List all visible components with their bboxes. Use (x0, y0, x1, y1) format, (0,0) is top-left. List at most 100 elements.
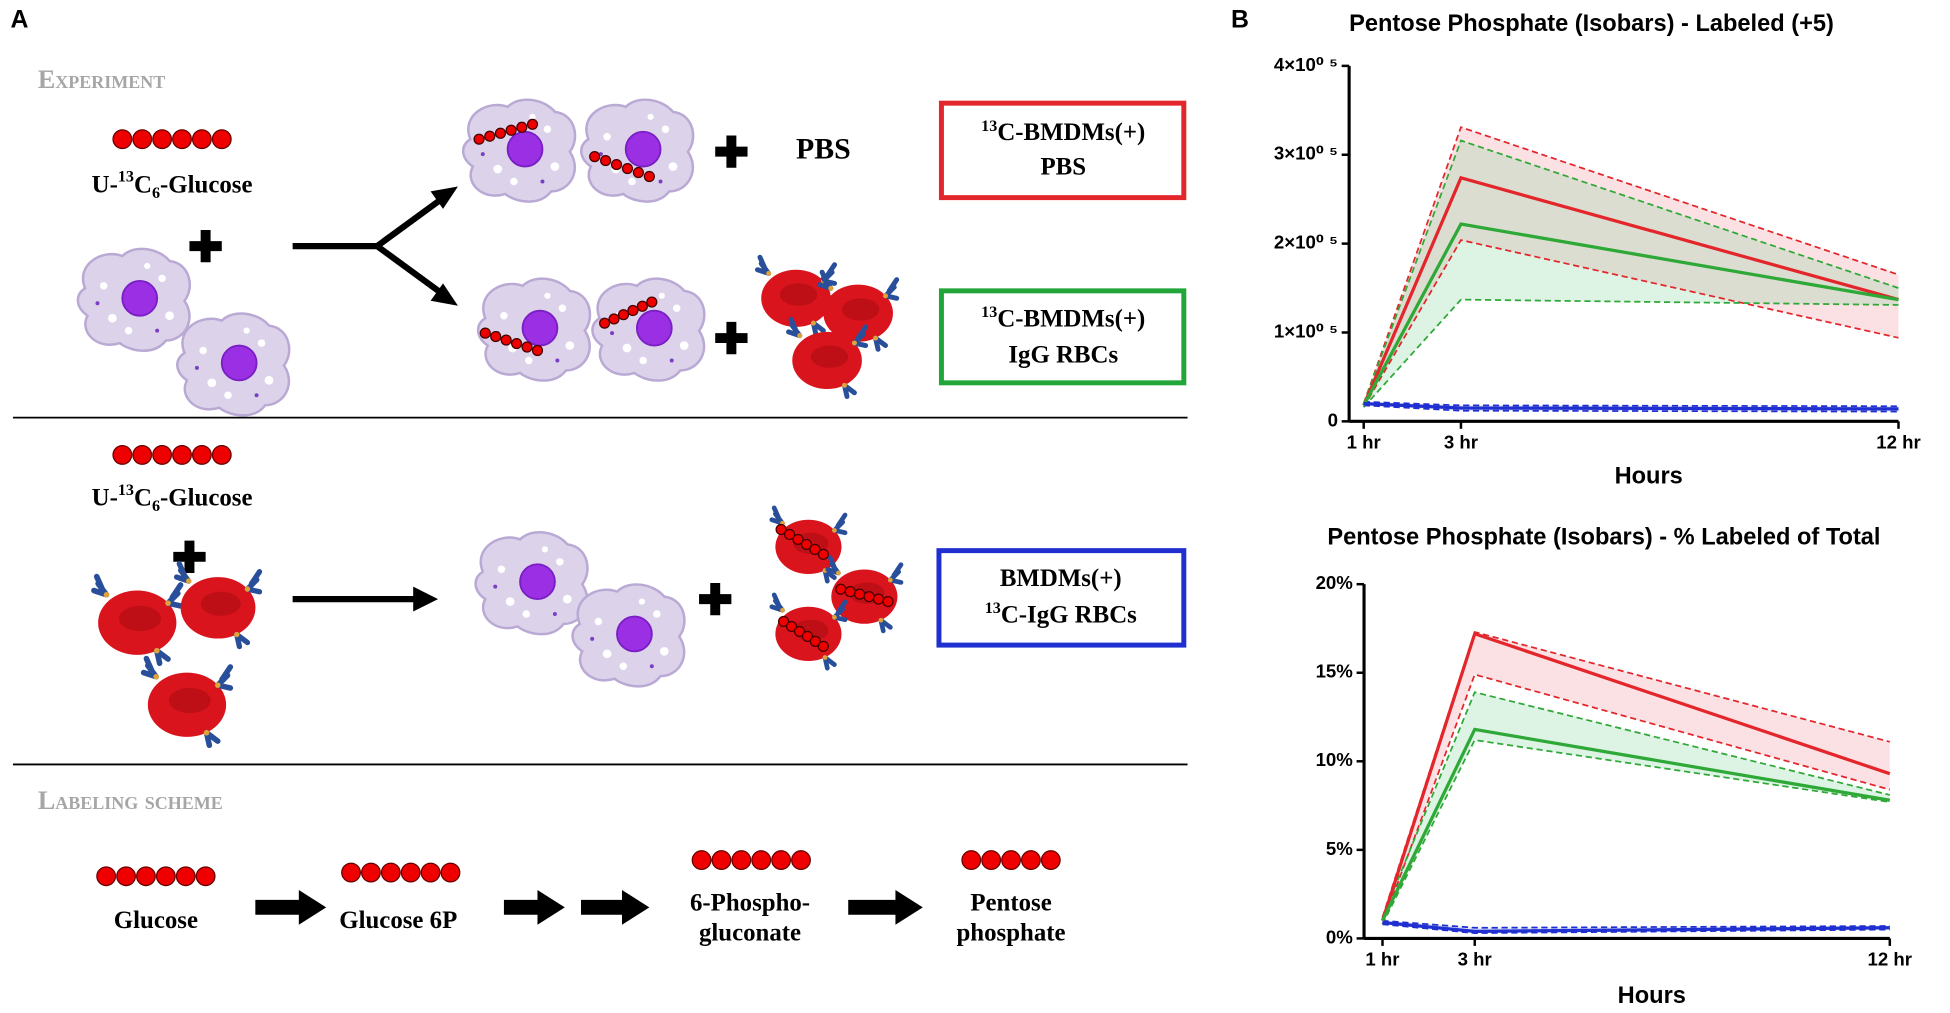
pathway-arrows (255, 889, 923, 925)
chart-title: Pentose Phosphate (Isobars) - % Labeled … (1327, 524, 1880, 550)
pathway-label: Pentose (970, 890, 1051, 917)
label-chain-dot (835, 583, 847, 595)
x-tick-label: 3 hr (1444, 432, 1478, 453)
arrow-head (413, 586, 439, 612)
series-line (1362, 222, 1899, 407)
chart-title: Pentose Phosphate (Isobars) - Labeled (+… (1349, 11, 1834, 37)
arrow (848, 889, 923, 925)
carbon-dot (175, 866, 196, 887)
label-chain-dot (636, 300, 648, 312)
label-chain-dot (494, 127, 507, 139)
label-sub: 6 (152, 185, 160, 202)
label-chain-dot (627, 304, 639, 317)
x-axis-label: Hours (1618, 983, 1686, 1009)
carbon-dot (195, 866, 216, 887)
carbon-dot (380, 862, 401, 883)
carbon-dot (360, 862, 381, 883)
carbon-dot (112, 129, 133, 150)
error-band (1363, 140, 1899, 408)
y-tick-label: 1×10⁰ ⁵ (1274, 320, 1338, 341)
label-chain-dot (643, 170, 655, 183)
label-chain-dot (617, 309, 630, 321)
carbon-dot (1020, 850, 1041, 871)
plus-sign (715, 321, 748, 355)
plus-sign (189, 229, 222, 263)
label-chain-dot (854, 588, 866, 600)
label-chain-dot (490, 330, 502, 343)
label-chain-dot (608, 313, 620, 325)
x-tick-label: 12 hr (1868, 949, 1913, 970)
error-line (1363, 400, 1899, 408)
rbc (94, 577, 181, 664)
carbon-dot (341, 862, 361, 883)
carbon-dot (420, 862, 441, 883)
carbon-dot (711, 850, 732, 871)
carbon-dot (400, 862, 421, 883)
label-chain-dot (817, 548, 829, 560)
box-line: 13C-BMDMs(+) (981, 304, 1145, 332)
error-line (1362, 126, 1899, 404)
label-chain-dot (621, 162, 634, 175)
carbon-dot (152, 444, 173, 465)
label-part: -Glucose (160, 484, 252, 511)
carbon-dot (1040, 850, 1061, 871)
y-tick-label: 0% (1326, 926, 1353, 947)
y-tick-label: 4×10⁰ ⁵ (1274, 54, 1338, 75)
label-chain-dot (844, 586, 856, 598)
carbon-dot (791, 850, 811, 871)
label-part: C-IgG RBCs (1001, 601, 1137, 628)
label-part: C-BMDMs(+) (997, 119, 1145, 146)
error-band (1363, 127, 1899, 408)
macrophage (461, 98, 577, 203)
carbon-dot (155, 866, 176, 887)
label-chain-dot (793, 625, 806, 638)
condition-box (938, 288, 1187, 386)
label-sup: 13 (985, 600, 1001, 617)
carbon-dot (961, 850, 982, 871)
label-chain-dot (500, 334, 512, 346)
condition-box (936, 548, 1187, 648)
macrophage (591, 277, 706, 382)
label-chain-dot (484, 130, 496, 142)
label-chain-dot (809, 543, 821, 555)
label-part: -Glucose (160, 171, 252, 198)
carbon-dot (191, 129, 212, 150)
label-chain-dot (473, 133, 485, 145)
label-part: U- (92, 171, 118, 198)
carbon-dot (731, 850, 752, 871)
y-tick-label: 0 (1328, 409, 1338, 430)
label-chain-dot (599, 317, 611, 329)
section-title: Experiment (38, 65, 165, 94)
series-line (1382, 920, 1890, 933)
label-chain-dot (800, 538, 813, 551)
arrow-head (430, 186, 458, 209)
label-chain-dot (600, 154, 612, 167)
label-chain-dot (505, 124, 517, 136)
x-tick-label: 12 hr (1876, 432, 1921, 453)
label-chain-dot (817, 640, 829, 652)
macrophage (76, 247, 191, 352)
x-tick-label: 1 hr (1347, 432, 1381, 453)
series-line (1363, 401, 1899, 411)
pathway-label: Glucose (114, 907, 198, 934)
label-chain-dot (516, 121, 528, 133)
series-line (1380, 631, 1891, 922)
error-line (1363, 404, 1899, 413)
x-tick-label: 1 hr (1365, 949, 1399, 970)
branch-arrow (292, 196, 444, 296)
label-chain-dot (777, 615, 790, 628)
carbon-dot (981, 850, 1002, 871)
carbon-dot (1001, 850, 1021, 871)
label-sup: 13 (981, 304, 997, 321)
error-band (1382, 692, 1890, 925)
label-part: C (134, 484, 152, 511)
series-line (1362, 175, 1899, 406)
label-part: C (134, 171, 152, 198)
error-line (1382, 919, 1890, 929)
glucose-label: U-13C6-Glucose (92, 482, 253, 515)
label-chain-dot (511, 337, 523, 350)
macrophage (580, 98, 695, 203)
section-title: Labeling scheme (38, 786, 223, 815)
macrophage (474, 530, 589, 636)
